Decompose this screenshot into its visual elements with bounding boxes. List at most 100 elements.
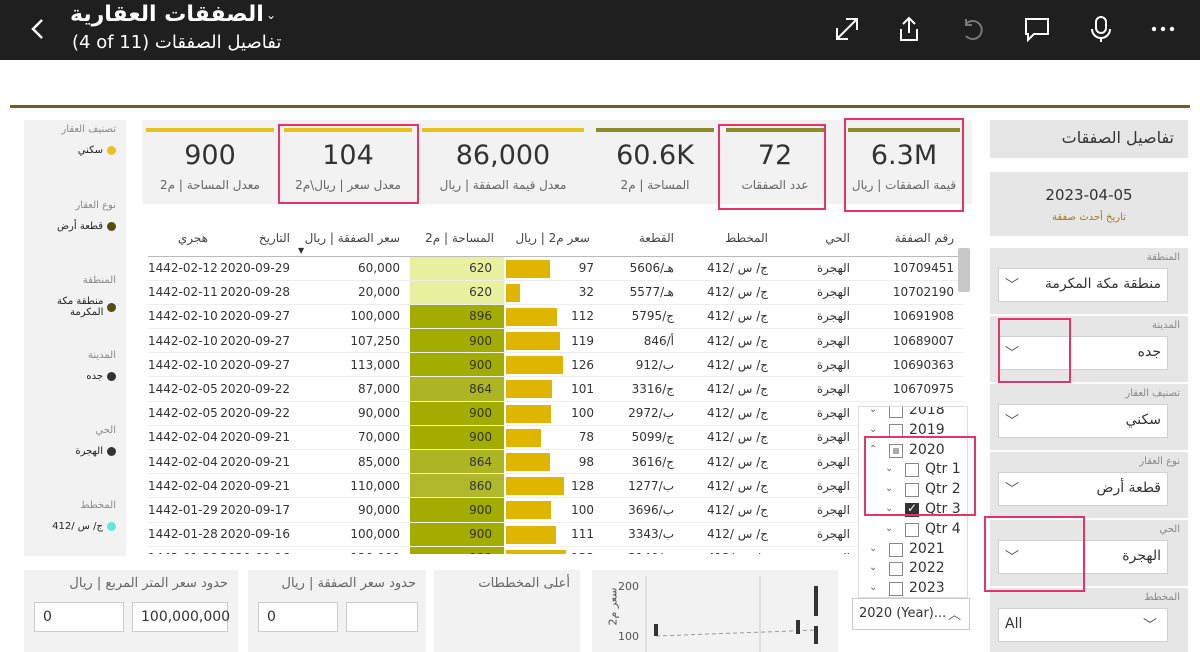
table-row[interactable]: 1442-02-04 2020-09-21 85,000 864 98 ج/3616 ج/ … bbox=[148, 449, 964, 475]
expand-chevron-icon[interactable]: ⌄ bbox=[885, 483, 894, 495]
cell-plan: ج/ س /412 bbox=[684, 449, 778, 475]
table-row[interactable]: 1442-01-29 2020-09-17 90,000 900 100 ب/3696 ج/… bbox=[148, 497, 964, 523]
col-header-hijri[interactable]: هجري bbox=[148, 220, 218, 257]
expand-chevron-icon[interactable]: ⌄ bbox=[885, 463, 894, 475]
kpi-total-deal-value[interactable]: 6.3M قيمة الصفقات | ريال bbox=[844, 120, 964, 204]
kpi-deal-count[interactable]: 72 عدد الصفقات bbox=[722, 120, 828, 204]
price-range-slicer: حدود سعر الصفقة | ريال 0 bbox=[248, 570, 426, 652]
slicer-region-dropdown[interactable]: منطقة مكة المكرمة ﹀ bbox=[998, 268, 1168, 302]
price-per-m2-bar bbox=[506, 283, 520, 302]
price-per-m2-bar bbox=[506, 332, 560, 351]
kpi-total-area[interactable]: 60.6K المساحة | م2 bbox=[592, 120, 718, 204]
back-icon[interactable] bbox=[24, 14, 52, 44]
share-icon[interactable] bbox=[894, 14, 924, 44]
table-row[interactable]: 1442-02-05 2020-09-22 90,000 900 100 ب/2972 ج/… bbox=[148, 401, 964, 426]
col-header-plot[interactable]: القطعة bbox=[600, 220, 684, 257]
year-slicer-item[interactable]: ⌄ 2021 bbox=[859, 540, 967, 560]
expand-icon[interactable] bbox=[832, 14, 862, 44]
expand-chevron-icon[interactable]: ⌄ bbox=[869, 562, 878, 574]
year-slicer-dropdown[interactable]: 2020 (Year)... ︿ bbox=[852, 598, 970, 630]
col-header-district[interactable]: الحي bbox=[778, 220, 860, 257]
expand-chevron-icon[interactable]: ⌄ bbox=[869, 423, 878, 435]
slicer-property-type-dropdown[interactable]: قطعة أرض ﹀ bbox=[998, 472, 1168, 506]
table-row[interactable]: 1442-02-12 2020-09-29 60,000 620 97 هـ/5606 ج/… bbox=[148, 256, 964, 281]
price-per-m2-value: 100 bbox=[571, 406, 594, 421]
kpi-avg-area[interactable]: 900 معدل المساحة | م2 bbox=[142, 120, 278, 204]
table-row[interactable]: 1442-02-04 2020-09-21 110,000 860 128 ب/1277 ج… bbox=[148, 473, 964, 499]
year-slicer-label: 2020 bbox=[909, 441, 945, 458]
col-header-date[interactable]: التاريخ ▼ bbox=[218, 220, 304, 257]
col-header-price-per-m2[interactable]: سعر م2 | ريال bbox=[504, 220, 600, 257]
expand-chevron-icon[interactable]: ⌄ bbox=[869, 406, 878, 415]
expand-chevron-icon[interactable]: ⌃ bbox=[869, 443, 878, 455]
year-slicer-item[interactable]: ⌄ Qtr 3 bbox=[859, 500, 967, 520]
undo-icon[interactable] bbox=[958, 14, 988, 44]
table-row[interactable]: 1442-02-10 2020-09-27 100,000 896 112 ج/5795 ج… bbox=[148, 304, 964, 330]
table-row[interactable]: 1442-02-04 2020-09-21 70,000 900 78 ج/5099 ج/ … bbox=[148, 425, 964, 451]
year-slicer-item[interactable]: ⌃ 2020 bbox=[859, 441, 967, 461]
summary-district: الحي الهجرة bbox=[24, 425, 126, 457]
microphone-icon[interactable] bbox=[1086, 14, 1116, 44]
price-max-input[interactable] bbox=[346, 602, 418, 632]
kpi-label: معدل المساحة | م2 bbox=[160, 178, 260, 192]
slicer-plan-dropdown[interactable]: All ﹀ bbox=[998, 608, 1168, 642]
table-row[interactable]: 1442-02-10 2020-09-27 107,250 900 119 أ/846 ج/… bbox=[148, 328, 964, 354]
price-per-m2-bar bbox=[506, 549, 566, 554]
cell-plan: ج/ س /412 bbox=[684, 522, 778, 547]
year-slicer-item[interactable]: ⌄ 2023 bbox=[859, 579, 967, 597]
cell-district: الهجرة bbox=[778, 522, 860, 547]
table-row[interactable]: 1442-02-05 2020-09-22 87,000 864 101 ج/3316 ج/… bbox=[148, 376, 964, 402]
checkbox[interactable] bbox=[889, 443, 903, 458]
legend-dot bbox=[107, 447, 116, 456]
checkbox[interactable] bbox=[905, 522, 919, 537]
expand-chevron-icon[interactable]: ⌄ bbox=[869, 582, 878, 594]
ppm-max-input[interactable]: 100,000,000 bbox=[132, 602, 230, 632]
cell-area: 620 bbox=[410, 256, 504, 281]
year-slicer-item[interactable]: ⌄ 2022 bbox=[859, 559, 967, 579]
checkbox[interactable] bbox=[905, 501, 919, 517]
price-min-input[interactable]: 0 bbox=[258, 602, 338, 632]
table-scrollbar[interactable] bbox=[958, 248, 970, 292]
ppm-min-input[interactable]: 0 bbox=[34, 602, 124, 632]
cell-plan: ج/ س /412 bbox=[684, 328, 778, 354]
col-header-price[interactable]: سعر الصفقة | ريال bbox=[300, 220, 410, 257]
checkbox[interactable] bbox=[905, 483, 919, 498]
checkbox[interactable] bbox=[905, 463, 919, 478]
comment-icon[interactable] bbox=[1022, 14, 1052, 44]
year-slicer-item[interactable]: ⌄ Qtr 1 bbox=[859, 460, 967, 480]
year-slicer-label: Qtr 4 bbox=[925, 520, 961, 537]
col-header-area[interactable]: المساحة | م2 bbox=[410, 220, 504, 257]
checkbox[interactable] bbox=[889, 542, 903, 557]
expand-chevron-icon[interactable]: ⌄ bbox=[869, 542, 878, 554]
price-per-m2-bar bbox=[506, 404, 551, 423]
col-header-deal-number[interactable]: رقم الصفقة bbox=[860, 220, 964, 257]
checkbox[interactable] bbox=[889, 582, 903, 597]
kpi-avg-price-per-m2[interactable]: 104 معدل سعر | ريال\م2 bbox=[280, 120, 416, 204]
kpi-avg-deal-value[interactable]: 86,000 معدل قيمة الصفقة | ريال bbox=[418, 120, 588, 204]
year-slicer-item[interactable]: ⌄ 2018 bbox=[859, 406, 967, 421]
table-row[interactable]: 1442-01-282020-09-16120,0009001333140/بج… bbox=[148, 546, 964, 554]
year-slicer-item[interactable]: ⌄ Qtr 2 bbox=[859, 480, 967, 500]
last-deal-date-card: 2023-04-05 تاريخ أحدث صفقة bbox=[990, 172, 1188, 236]
expand-chevron-icon[interactable]: ⌄ bbox=[885, 503, 894, 514]
legend-dot bbox=[107, 222, 116, 231]
kpi-label: معدل قيمة الصفقة | ريال bbox=[439, 178, 567, 192]
slicer-property-class-dropdown[interactable]: سكني ﹀ bbox=[998, 404, 1168, 438]
checkbox[interactable] bbox=[889, 562, 903, 577]
year-slicer-item[interactable]: ⌄ Qtr 4 bbox=[859, 520, 967, 540]
expand-chevron-icon[interactable]: ⌄ bbox=[885, 522, 894, 534]
col-header-plan[interactable]: المخطط bbox=[684, 220, 778, 257]
table-row[interactable]: 1442-01-28 2020-09-16 100,000 900 111 ب/3343 ج… bbox=[148, 522, 964, 547]
year-slicer-item[interactable]: ⌄ 2019 bbox=[859, 421, 967, 441]
checkbox[interactable] bbox=[889, 407, 903, 418]
table-row[interactable]: 1442-02-10 2020-09-27 113,000 900 126 ب/912 ج/… bbox=[148, 352, 964, 378]
year-hierarchy-slicer[interactable]: ⌄2018⌄2019⌃2020⌄Qtr 1⌄Qtr 2⌄Qtr 3⌄Qtr 4⌄… bbox=[858, 406, 968, 598]
y-tick-label: 200 bbox=[618, 580, 639, 593]
more-options-icon[interactable] bbox=[1148, 14, 1178, 44]
slicer-city-dropdown[interactable]: جده ﹀ bbox=[998, 336, 1168, 370]
cell-price: 110,000 bbox=[300, 473, 410, 499]
kpi-value: 86,000 bbox=[455, 140, 551, 171]
chevron-down-icon[interactable]: ⌄ bbox=[266, 8, 277, 22]
ppm-range-slicer: حدود سعر المتر المربع | ريال 0 100,000,0… bbox=[24, 570, 238, 652]
table-row[interactable]: 1442-02-11 2020-09-28 20,000 620 32 هـ/5577 ج/… bbox=[148, 280, 964, 305]
